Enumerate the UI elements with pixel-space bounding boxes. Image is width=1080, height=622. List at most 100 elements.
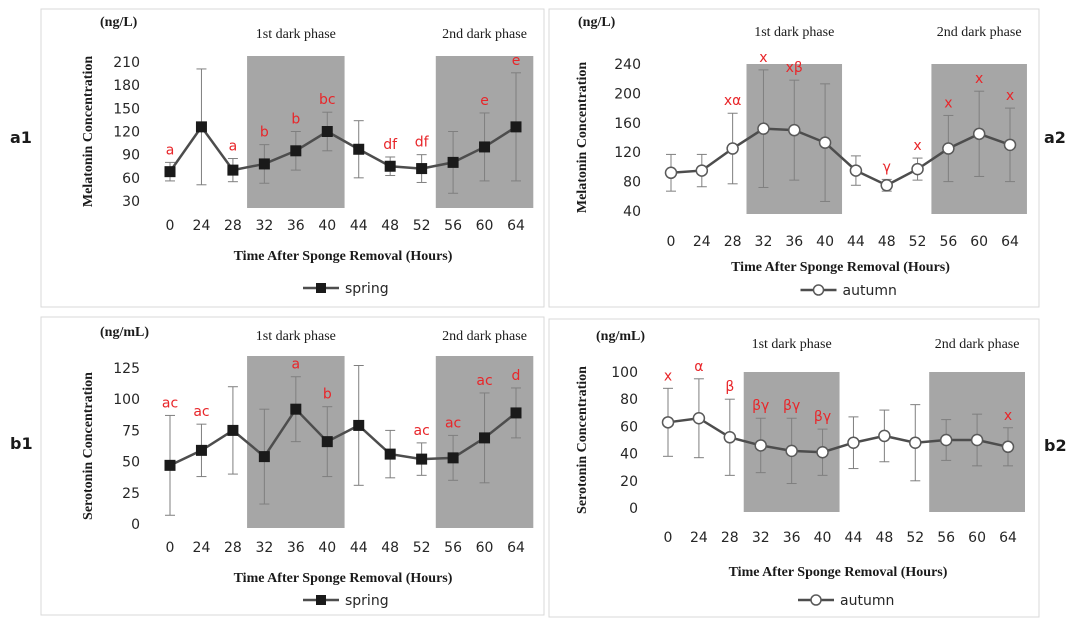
data-point-a2-7 — [880, 179, 893, 192]
x-tick-label-b2-9: 56 — [937, 530, 955, 546]
y-tick-label-b2-0: 0 — [629, 501, 638, 517]
x-tick-label-a2-8: 52 — [909, 234, 927, 250]
legend-marker-b1 — [316, 595, 326, 605]
data-point-b1-9 — [447, 452, 459, 464]
data-point-a1-5 — [321, 126, 333, 137]
x-tick-label-a1-11: 64 — [507, 218, 525, 234]
x-tick-label-a2-7: 48 — [878, 234, 896, 250]
data-point-b2-6 — [847, 436, 860, 449]
data-point-b1-1 — [195, 444, 207, 456]
y-tick-label-b2-2: 40 — [620, 447, 638, 463]
data-point-a2-6 — [849, 164, 863, 177]
y-tick-label-a1-0: 30 — [122, 194, 140, 210]
significance-letter-b1-1: ac — [193, 404, 209, 420]
data-point-a2-9 — [942, 142, 955, 155]
x-tick-label-a1-4: 36 — [287, 218, 305, 234]
x-tick-label-b2-3: 32 — [752, 530, 770, 546]
x-tick-label-a1-0: 0 — [166, 218, 175, 234]
y-tick-label-a1-5: 180 — [113, 78, 140, 94]
significance-letter-a2-4: xβ — [786, 60, 803, 76]
data-point-a1-8 — [416, 163, 428, 175]
dark-phase-label-b2-0: 1st dark phase — [752, 337, 832, 352]
y-tick-label-a2-4: 200 — [614, 86, 641, 102]
x-tick-label-a2-5: 40 — [816, 234, 834, 250]
legend-b1: spring — [303, 593, 389, 609]
x-tick-label-a2-6: 44 — [847, 234, 865, 250]
x-tick-label-a2-4: 36 — [785, 234, 803, 250]
significance-letter-b2-4: βγ — [783, 398, 800, 414]
significance-letter-b1-0: ac — [162, 395, 178, 411]
data-point-a2-5 — [818, 136, 832, 149]
data-point-b1-11 — [510, 407, 522, 419]
data-point-b2-7 — [878, 429, 891, 443]
y-tick-label-a2-5: 240 — [614, 57, 641, 73]
legend-label-a1: spring — [345, 281, 389, 297]
legend-marker-a2 — [812, 284, 825, 296]
dark-phase-label-b2-1: 2nd dark phase — [935, 337, 1020, 352]
x-tick-label-a1-10: 60 — [476, 218, 494, 234]
x-tick-label-b2-6: 44 — [845, 530, 863, 546]
y-tick-label-b1-5: 125 — [113, 361, 140, 377]
x-tick-label-a2-3: 32 — [755, 234, 773, 250]
x-tick-label-a1-7: 48 — [381, 218, 399, 234]
panel-label-a2: a2 — [1044, 128, 1066, 147]
data-point-a2-0 — [664, 166, 678, 180]
melatonin-spring-chart: 1st dark phase 2nd dark phase (ng/L) Melato… — [40, 8, 545, 308]
x-tick-label-b2-4: 36 — [783, 530, 801, 546]
x-axis-title-b1: Time After Sponge Removal (Hours) — [234, 571, 453, 586]
x-tick-label-b2-11: 64 — [999, 530, 1017, 546]
x-tick-label-a1-8: 52 — [413, 218, 431, 234]
y-tick-label-a1-4: 150 — [113, 101, 140, 117]
y-tick-label-a2-2: 120 — [614, 145, 641, 161]
x-tick-label-b1-4: 36 — [287, 540, 305, 556]
serotonin-spring-chart: 1st dark phase 2nd dark phase (ng/mL) Serot… — [40, 316, 545, 616]
x-tick-label-a1-1: 24 — [193, 218, 211, 234]
x-tick-label-b1-2: 28 — [224, 540, 242, 556]
data-point-a1-1 — [195, 121, 207, 133]
significance-letter-a2-8: x — [913, 138, 921, 154]
data-point-b1-5 — [321, 436, 333, 448]
data-point-a1-0 — [164, 166, 176, 178]
x-tick-label-b1-9: 56 — [444, 540, 462, 556]
data-point-a2-1 — [695, 164, 709, 177]
y-tick-label-b1-3: 75 — [122, 423, 140, 439]
legend-a1: spring — [303, 281, 389, 297]
data-point-a2-11 — [1003, 138, 1017, 152]
data-point-a1-6 — [353, 143, 365, 155]
data-point-a1-10 — [479, 141, 491, 153]
x-axis-title-a1: Time After Sponge Removal (Hours) — [234, 249, 453, 264]
data-point-a1-9 — [447, 156, 459, 168]
x-tick-label-a1-3: 32 — [255, 218, 273, 234]
y-tick-label-b1-4: 100 — [113, 392, 140, 408]
data-point-b1-6 — [353, 419, 365, 431]
significance-letter-a1-0: a — [166, 142, 175, 158]
legend-label-a2: autumn — [843, 283, 897, 299]
legend-a2: autumn — [800, 283, 897, 299]
significance-letter-a2-2: xα — [724, 93, 742, 109]
x-tick-label-a2-1: 24 — [693, 234, 711, 250]
dark-phase-label-a1-1: 2nd dark phase — [442, 27, 527, 42]
x-tick-label-a1-2: 28 — [224, 218, 242, 234]
y-tick-label-b1-2: 50 — [122, 455, 140, 471]
data-point-a1-7 — [384, 160, 396, 172]
y-tick-label-b1-1: 25 — [122, 486, 140, 502]
x-tick-label-b1-1: 24 — [193, 540, 211, 556]
y-axis-title-b1: Serotonin Concentration — [81, 372, 96, 520]
data-point-b2-3 — [754, 439, 767, 452]
panel-label-b1: b1 — [10, 434, 33, 453]
data-point-a2-10 — [972, 127, 986, 141]
data-point-a2-8 — [911, 162, 924, 176]
significance-letter-a2-9: x — [944, 95, 952, 111]
dark-phase-label-a2-0: 1st dark phase — [754, 25, 834, 40]
data-point-b1-10 — [479, 432, 491, 444]
data-point-b2-8 — [909, 436, 922, 449]
significance-letter-b2-11: x — [1004, 408, 1012, 424]
data-point-b2-0 — [661, 416, 675, 429]
data-point-b1-2 — [227, 424, 239, 436]
significance-letter-b2-2: β — [725, 379, 734, 395]
significance-letter-a2-10: x — [975, 71, 983, 87]
y-axis-title-a2: Melatonin Concentration — [575, 62, 590, 213]
data-point-b2-2 — [723, 431, 737, 444]
data-point-b2-4 — [785, 444, 798, 458]
data-point-a2-2 — [726, 142, 739, 155]
